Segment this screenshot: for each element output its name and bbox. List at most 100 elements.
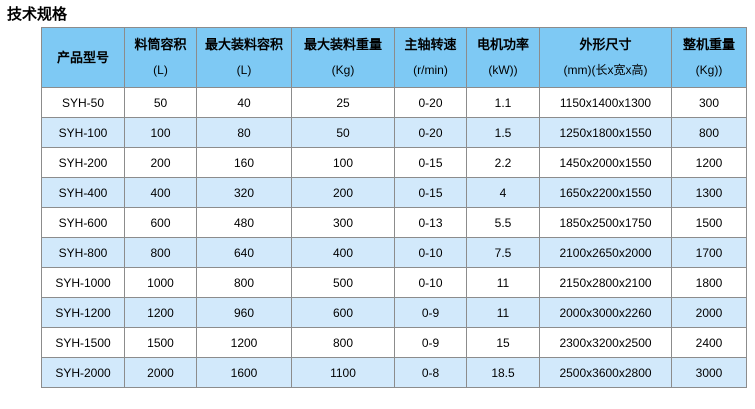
value-cell: 100 [124, 117, 197, 148]
value-cell: 1.5 [466, 117, 540, 148]
value-cell: 480 [196, 207, 292, 238]
value-cell: 2500x3600x2800 [539, 357, 672, 388]
value-cell: 1200 [124, 297, 197, 328]
value-cell: 11 [466, 267, 540, 298]
value-cell: 40 [196, 87, 292, 118]
model-cell: SYH-1500 [41, 327, 125, 358]
value-cell: 2300x3200x2500 [539, 327, 672, 358]
column-unit: (r/min) [413, 63, 448, 77]
column-header-5: 电机功率 (kW)) [466, 27, 540, 88]
table-row: SYH-50 50 40 25 0-20 1.1 1150x1400x1300 300 [41, 87, 747, 118]
column-header-0: 产品型号 [41, 27, 125, 88]
table-body: SYH-50 50 40 25 0-20 1.1 1150x1400x1300 300 SYH-… [41, 87, 747, 388]
value-cell: 640 [196, 237, 292, 268]
value-cell: 500 [291, 267, 395, 298]
table-header-row: 产品型号 料筒容积 (L) 最大装料容积 (L) 最大装料重量 (Kg) 主轴转速 (r/min… [41, 27, 747, 88]
column-label: 料筒容积 [134, 37, 187, 52]
value-cell: 11 [466, 297, 540, 328]
value-cell: 0-10 [394, 237, 467, 268]
column-header-6: 外形尺寸 (mm)(长x宽x高) [539, 27, 672, 88]
value-cell: 800 [291, 327, 395, 358]
value-cell: 300 [291, 207, 395, 238]
value-cell: 18.5 [466, 357, 540, 388]
value-cell: 0-9 [394, 297, 467, 328]
value-cell: 800 [196, 267, 292, 298]
value-cell: 2100x2650x2000 [539, 237, 672, 268]
column-label: 主轴转速 [404, 37, 457, 52]
model-cell: SYH-1200 [41, 297, 125, 328]
value-cell: 160 [196, 147, 292, 178]
column-label: 产品型号 [56, 49, 109, 65]
value-cell: 1450x2000x1550 [539, 147, 672, 178]
model-cell: SYH-50 [41, 87, 125, 118]
column-unit: (L) [153, 63, 168, 77]
table-row: SYH-1200 1200 960 600 0-9 11 2000x3000x2260 200… [41, 297, 747, 328]
column-unit: (Kg) [331, 63, 355, 77]
value-cell: 0-8 [394, 357, 467, 388]
value-cell: 1850x2500x1750 [539, 207, 672, 238]
column-label: 最大装料重量 [303, 37, 382, 52]
value-cell: 320 [196, 177, 292, 208]
value-cell: 600 [291, 297, 395, 328]
value-cell: 1500 [124, 327, 197, 358]
value-cell: 0-10 [394, 267, 467, 298]
column-unit: (L) [236, 63, 252, 77]
column-label: 外形尺寸 [579, 37, 632, 52]
value-cell: 3000 [671, 357, 747, 388]
value-cell: 25 [291, 87, 395, 118]
value-cell: 800 [671, 117, 747, 148]
value-cell: 0-15 [394, 147, 467, 178]
column-header-3: 最大装料重量 (Kg) [291, 27, 395, 88]
model-cell: SYH-1000 [41, 267, 125, 298]
value-cell: 15 [466, 327, 540, 358]
value-cell: 800 [124, 237, 197, 268]
column-header-2: 最大装料容积 (L) [196, 27, 292, 88]
table-row: SYH-1500 1500 1200 800 0-9 15 2300x3200x2500 24… [41, 327, 747, 358]
page-title: 技术规格 [7, 6, 68, 23]
value-cell: 1800 [671, 267, 747, 298]
table-row: SYH-2000 2000 1600 1100 0-8 18.5 2500x3600x280… [41, 357, 747, 388]
spec-table: 产品型号 料筒容积 (L) 最大装料容积 (L) 最大装料重量 (Kg) 主轴转速 (r/min… [41, 27, 747, 388]
column-header-1: 料筒容积 (L) [124, 27, 197, 88]
value-cell: 2000x3000x2260 [539, 297, 672, 328]
table-row: SYH-800 800 640 400 0-10 7.5 2100x2650x2000 170… [41, 237, 747, 268]
value-cell: 200 [291, 177, 395, 208]
value-cell: 0-20 [394, 117, 467, 148]
value-cell: 200 [124, 147, 197, 178]
value-cell: 400 [291, 237, 395, 268]
value-cell: 300 [671, 87, 747, 118]
value-cell: 0-20 [394, 87, 467, 118]
table-row: SYH-600 600 480 300 0-13 5.5 1850x2500x1750 150… [41, 207, 747, 238]
value-cell: 1000 [124, 267, 197, 298]
value-cell: 4 [466, 177, 540, 208]
table-row: SYH-1000 1000 800 500 0-10 11 2150x2800x2100 18… [41, 267, 747, 298]
value-cell: 2.2 [466, 147, 540, 178]
column-header-4: 主轴转速 (r/min) [394, 27, 467, 88]
value-cell: 960 [196, 297, 292, 328]
model-cell: SYH-400 [41, 177, 125, 208]
value-cell: 1500 [671, 207, 747, 238]
value-cell: 0-9 [394, 327, 467, 358]
value-cell: 1200 [196, 327, 292, 358]
value-cell: 2150x2800x2100 [539, 267, 672, 298]
value-cell: 100 [291, 147, 395, 178]
value-cell: 1150x1400x1300 [539, 87, 672, 118]
column-label: 最大装料容积 [204, 37, 283, 52]
value-cell: 2000 [671, 297, 747, 328]
value-cell: 1600 [196, 357, 292, 388]
value-cell: 1700 [671, 237, 747, 268]
model-cell: SYH-2000 [41, 357, 125, 388]
value-cell: 400 [124, 177, 197, 208]
value-cell: 1250x1800x1550 [539, 117, 672, 148]
model-cell: SYH-100 [41, 117, 125, 148]
value-cell: 50 [291, 117, 395, 148]
value-cell: 5.5 [466, 207, 540, 238]
value-cell: 0-13 [394, 207, 467, 238]
value-cell: 7.5 [466, 237, 540, 268]
value-cell: 1200 [671, 147, 747, 178]
model-cell: SYH-600 [41, 207, 125, 238]
column-unit: (mm)(长x宽x高) [563, 63, 648, 77]
table-row: SYH-200 200 160 100 0-15 2.2 1450x2000x1550 120… [41, 147, 747, 178]
value-cell: 50 [124, 87, 197, 118]
table-head: 产品型号 料筒容积 (L) 最大装料容积 (L) 最大装料重量 (Kg) 主轴转速 (r/min… [41, 27, 747, 88]
